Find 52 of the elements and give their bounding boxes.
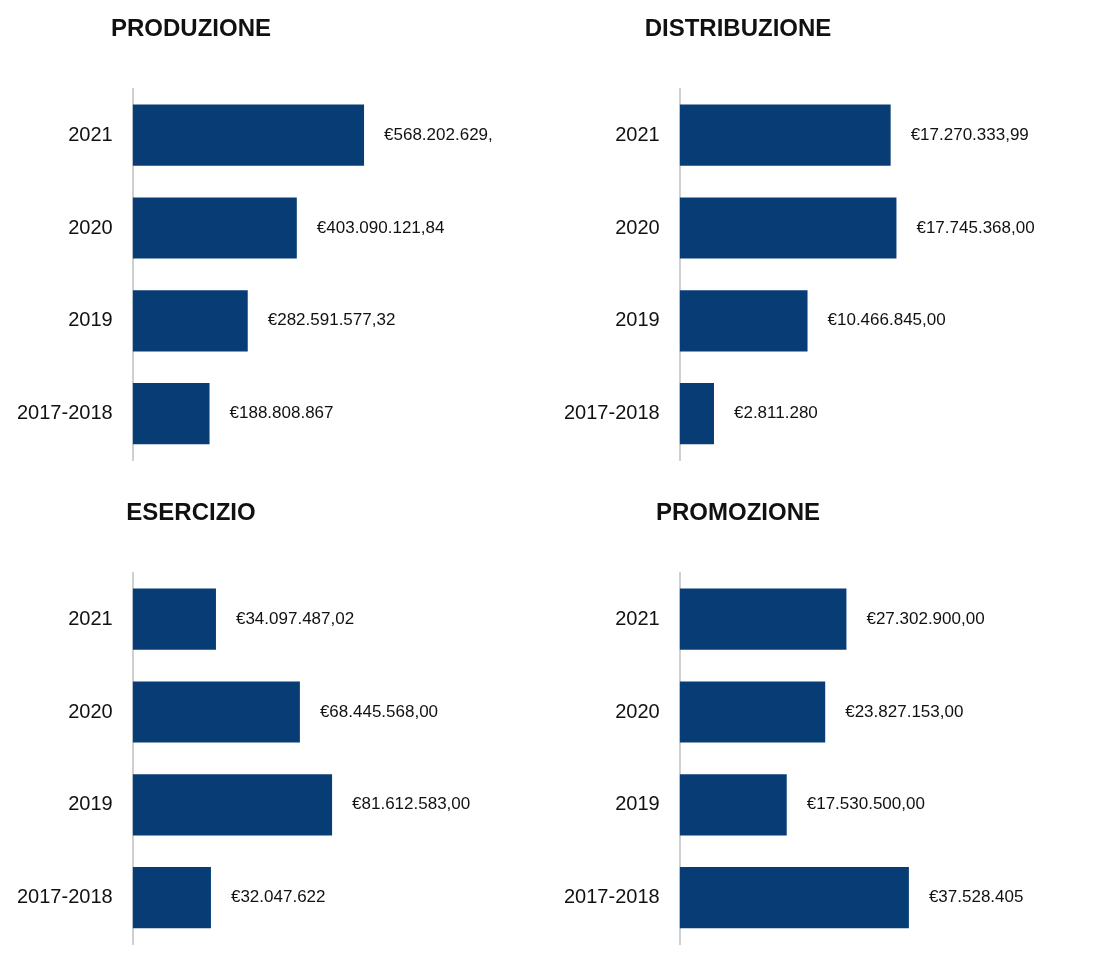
bar <box>132 866 211 929</box>
y-tick-label: 2017-2018 <box>16 885 113 908</box>
bar <box>679 588 847 650</box>
y-tick-label: 2020 <box>615 699 660 722</box>
data-label: €17.530.500,00 <box>806 794 925 814</box>
data-label: €81.612.583,00 <box>352 794 471 814</box>
data-label: €37.528.405 <box>928 887 1024 907</box>
y-tick-label: 2021 <box>68 606 113 629</box>
y-tick-label: 2020 <box>68 699 113 722</box>
chart-title: PROMOZIONE <box>655 498 821 526</box>
bar <box>679 774 787 836</box>
y-tick-label: 2019 <box>68 792 113 815</box>
bar <box>679 197 897 259</box>
bar <box>679 866 909 929</box>
y-tick-label: 2019 <box>68 308 113 331</box>
data-label: €188.808.867 <box>229 403 334 423</box>
bar <box>132 197 297 259</box>
y-tick-label: 2017-2018 <box>563 401 660 424</box>
bar <box>132 681 300 743</box>
data-label: €10.466.845,00 <box>827 310 946 330</box>
bar <box>132 104 365 166</box>
data-label: €23.827.153,00 <box>845 701 964 721</box>
bar <box>679 290 808 352</box>
bar <box>679 104 891 166</box>
data-label: €2.811.280 <box>733 403 818 423</box>
chart-title: DISTRIBUZIONE <box>644 14 832 42</box>
data-label: €34.097.487,02 <box>235 608 355 628</box>
bar <box>679 681 826 743</box>
y-tick-label: 2020 <box>68 215 113 238</box>
bar <box>679 382 714 445</box>
y-tick-label: 2017-2018 <box>563 885 660 908</box>
data-label: €568.202.629, <box>384 124 493 144</box>
y-tick-label: 2019 <box>615 792 660 815</box>
data-label: €27.302.900,00 <box>866 608 985 628</box>
data-label: €32.047.622 <box>230 887 326 907</box>
data-label: €282.591.577,32 <box>267 310 396 330</box>
bar <box>132 382 210 445</box>
y-tick-label: 2021 <box>615 122 660 145</box>
chart-title: ESERCIZIO <box>126 498 256 526</box>
data-label: €17.745.368,00 <box>916 217 1035 237</box>
y-tick-label: 2021 <box>68 122 113 145</box>
y-tick-label: 2020 <box>615 215 660 238</box>
y-tick-label: 2019 <box>615 308 660 331</box>
data-label: €403.090.121,84 <box>316 217 445 237</box>
y-tick-label: 2017-2018 <box>16 401 113 424</box>
data-label: €17.270.333,99 <box>910 124 1029 144</box>
bar <box>132 588 216 650</box>
bar <box>132 290 248 352</box>
data-label: €68.445.568,00 <box>319 701 439 721</box>
bar <box>132 774 333 836</box>
chart-title: PRODUZIONE <box>110 14 272 42</box>
y-tick-label: 2021 <box>615 606 660 629</box>
